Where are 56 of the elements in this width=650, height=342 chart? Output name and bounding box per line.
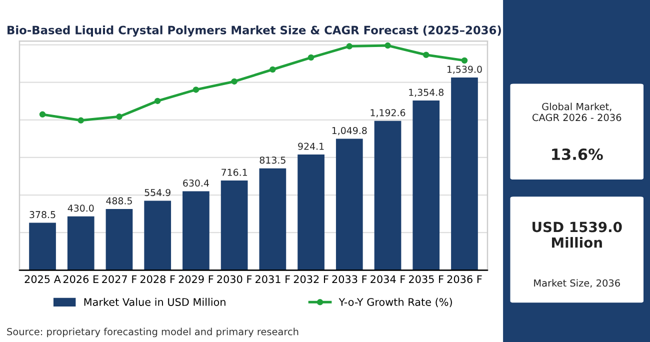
text: USD 1539.0 Million (532, 222, 622, 248)
data-label: 488.5 (106, 197, 132, 204)
data-label: 630.4 (183, 179, 209, 187)
data-label: 1,192.6 (370, 109, 406, 118)
point (192, 86, 200, 93)
point (78, 117, 84, 124)
x-tick-label: 2036 F (447, 275, 482, 284)
point (231, 78, 238, 85)
x-tick-label: 2028 F (140, 275, 175, 284)
data-label: 1,539.0 (447, 66, 482, 74)
data-label: 1,049.8 (332, 126, 367, 136)
point (346, 43, 353, 50)
x-tick-label: 2029 F (178, 275, 214, 284)
text: 13.6% (552, 148, 603, 160)
bar (220, 180, 248, 270)
point (308, 54, 314, 61)
bar (182, 191, 210, 270)
x-tick-label: 2030 F (217, 275, 252, 284)
legend-label: Market Value in USD Million (84, 298, 226, 306)
text: Global Market, CAGR 2026 - 2036 (532, 102, 622, 122)
data-label: 554.9 (144, 188, 170, 196)
text: Market Size, 2036 (534, 279, 620, 288)
data-label: 924.1 (298, 142, 324, 150)
bar (412, 100, 440, 270)
bar (144, 200, 172, 270)
data-label: 716.1 (222, 168, 247, 176)
chart-title: Bio-Based Liquid Crystal Polymers Market Size & CAGR Forecast (2025–2036) (8, 26, 501, 37)
x-tick-label: 2025 A (24, 275, 61, 284)
bar (67, 216, 94, 270)
x-tick-label: 2033 F (332, 275, 367, 284)
point (39, 111, 46, 118)
bar (336, 138, 363, 270)
data-label: 430.0 (68, 204, 94, 212)
x-tick-label: 2035 F (408, 275, 444, 284)
bar (374, 120, 402, 270)
bar (106, 209, 133, 270)
bar (298, 154, 324, 270)
x-tick-label: 2034 F (370, 275, 406, 284)
x-tick-label: 2026 E (63, 275, 98, 284)
x-tick-label: 2032 F (294, 275, 328, 284)
point (116, 114, 122, 120)
data-label: 1,354.8 (409, 88, 444, 97)
data-label: 378.5 (30, 211, 56, 218)
point (154, 98, 161, 104)
point (423, 52, 430, 58)
point (384, 42, 391, 49)
bar (259, 168, 286, 270)
bar (29, 222, 56, 270)
x-tick-label: 2027 F (102, 275, 137, 284)
bar (451, 77, 478, 270)
data-label: 813.5 (260, 156, 286, 164)
legend-label: Y-o-Y Growth Rate (%) (338, 298, 452, 308)
x-tick-label: 2031 F (256, 275, 290, 284)
point (461, 57, 468, 64)
point (270, 66, 276, 73)
source-note: Source: proprietary forecasting model and primary research (7, 328, 298, 338)
